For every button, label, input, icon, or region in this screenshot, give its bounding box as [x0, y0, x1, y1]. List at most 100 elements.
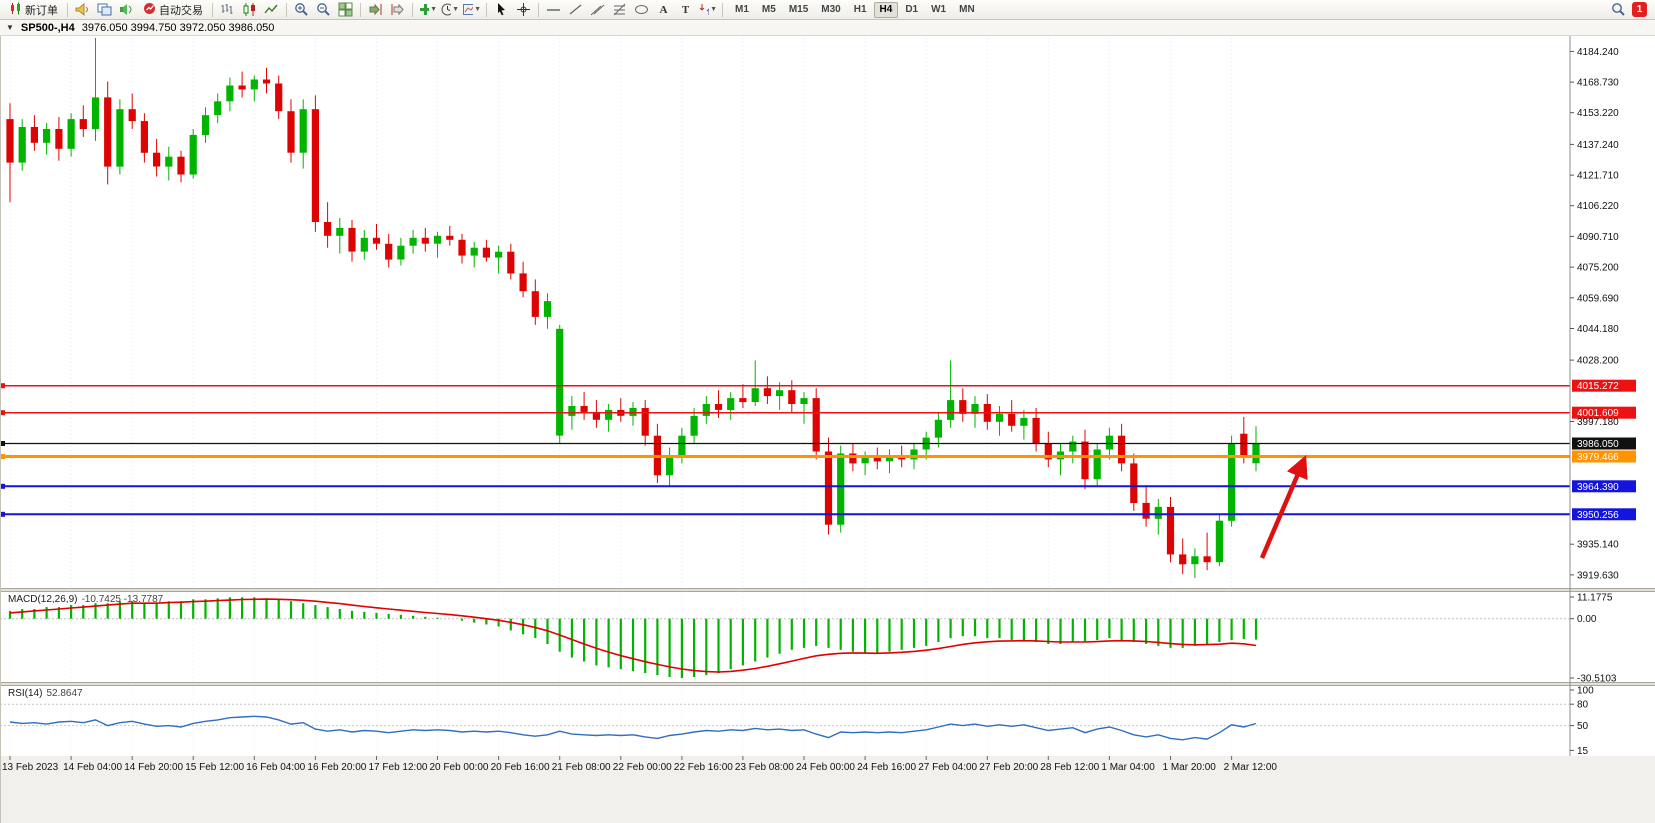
- horizontal-line-tool-icon[interactable]: [543, 0, 564, 20]
- zoom-in-icon[interactable]: [291, 0, 312, 20]
- svg-text:28 Feb 12:00: 28 Feb 12:00: [1040, 762, 1099, 773]
- rsi-line: [9, 715, 1257, 741]
- fibonacci-tool-icon[interactable]: [609, 0, 630, 20]
- sound-icon[interactable]: [116, 0, 137, 20]
- auto-trading-label: 自动交易: [159, 4, 203, 17]
- timeframe-button-mn[interactable]: MN: [953, 2, 981, 18]
- period-clock-icon[interactable]: ▼: [439, 0, 460, 20]
- svg-text:4059.690: 4059.690: [1577, 293, 1619, 304]
- svg-text:0.00: 0.00: [1577, 614, 1597, 625]
- auto-scroll-icon[interactable]: [365, 0, 386, 20]
- svg-text:3919.630: 3919.630: [1577, 570, 1619, 581]
- rsi-name: RSI(14): [8, 688, 43, 699]
- svg-text:15: 15: [1577, 746, 1589, 757]
- svg-text:50: 50: [1577, 721, 1589, 732]
- timeframe-button-d1[interactable]: D1: [899, 2, 924, 18]
- svg-text:4075.200: 4075.200: [1577, 263, 1619, 274]
- timeframe-button-h1[interactable]: H1: [848, 2, 873, 18]
- candlestick-chart-icon[interactable]: [239, 0, 260, 20]
- zoom-out-icon[interactable]: [313, 0, 334, 20]
- line-chart-icon[interactable]: [261, 0, 282, 20]
- rsi-value: 52.8647: [46, 688, 83, 699]
- text-tool-icon[interactable]: T: [681, 3, 690, 16]
- toolbar-separator: [486, 2, 487, 17]
- svg-text:21 Feb 08:00: 21 Feb 08:00: [552, 762, 611, 773]
- rsi-pane: 100 80 50 15: [0, 686, 1594, 757]
- svg-text:13 Feb 2023: 13 Feb 2023: [2, 762, 59, 773]
- chart-ohlc-values: 3976.050 3994.750 3972.050 3986.050: [81, 21, 275, 34]
- crosshair-icon[interactable]: [513, 0, 534, 20]
- svg-text:17 Feb 12:00: 17 Feb 12:00: [369, 762, 428, 773]
- svg-text:4184.240: 4184.240: [1577, 47, 1619, 58]
- price-line-4001.609[interactable]: 4001.609: [0, 406, 1636, 420]
- price-line-3964.390[interactable]: 3964.390: [0, 480, 1636, 493]
- svg-text:4121.710: 4121.710: [1577, 171, 1619, 182]
- chevron-down-icon: ▼: [452, 6, 459, 13]
- new-order-icon: [9, 2, 22, 18]
- price-axis[interactable]: 4184.240 4168.730 4153.220 4137.240 4121.710…: [1569, 36, 1619, 756]
- timeframe-button-w1[interactable]: W1: [925, 2, 952, 18]
- auto-trading-icon: [143, 2, 156, 18]
- svg-text:4106.220: 4106.220: [1577, 201, 1619, 212]
- collapse-triangle-icon[interactable]: ▼: [6, 23, 14, 32]
- arrow-style-tool-icon[interactable]: A: [659, 3, 668, 16]
- price-line-3979.466[interactable]: 3979.466: [0, 450, 1636, 464]
- macd-signal-line: [9, 598, 1257, 673]
- svg-text:1 Mar 04:00: 1 Mar 04:00: [1101, 762, 1155, 773]
- price-chart[interactable]: 13 Feb 2023 14 Feb 04:00 14 Feb 20:00 15 Fe…: [0, 36, 1655, 823]
- trendline-tool-icon[interactable]: [565, 0, 586, 20]
- macd-values: -10.7425 -13.7787: [81, 594, 164, 605]
- main-toolbar: 新订单 自动交易 ▼ ▼ ▼ A T ▼ M1 M5 M15 M30 H1 H4 D1 W1 M…: [0, 0, 1655, 20]
- timeframe-button-m15[interactable]: M15: [783, 2, 814, 18]
- svg-text:4015.272: 4015.272: [1577, 381, 1619, 392]
- timeframe-group: M1 M5 M15 M30 H1 H4 D1 W1 MN: [729, 1, 981, 18]
- svg-text:4044.180: 4044.180: [1577, 324, 1619, 335]
- svg-text:100: 100: [1577, 686, 1594, 697]
- svg-text:27 Feb 04:00: 27 Feb 04:00: [918, 762, 977, 773]
- price-line-3986.050[interactable]: 3986.050: [0, 437, 1636, 451]
- search-icon[interactable]: [1608, 0, 1629, 20]
- chart-symbol-period: SP500-,H4: [20, 21, 75, 34]
- chart-shift-icon[interactable]: [387, 0, 408, 20]
- svg-text:20 Feb 16:00: 20 Feb 16:00: [491, 762, 550, 773]
- add-indicator-icon[interactable]: ▼: [417, 0, 438, 20]
- svg-text:23 Feb 08:00: 23 Feb 08:00: [735, 762, 794, 773]
- macd-name: MACD(12,26,9): [8, 594, 78, 605]
- notification-badge[interactable]: 1: [1632, 2, 1647, 17]
- chart-title-bar: ▼ SP500-,H4 3976.050 3994.750 3972.050 3…: [0, 20, 1655, 36]
- new-order-button[interactable]: 新订单: [4, 1, 63, 19]
- toolbar-separator: [286, 2, 287, 17]
- ellipse-tool-icon[interactable]: [631, 0, 652, 20]
- svg-text:80: 80: [1577, 700, 1589, 711]
- macd-label: MACD(12,26,9) -10.7425 -13.7787: [8, 594, 163, 605]
- chart-windows-icon[interactable]: [94, 0, 115, 20]
- svg-text:14 Feb 04:00: 14 Feb 04:00: [63, 762, 122, 773]
- toolbar-separator: [67, 2, 68, 17]
- svg-text:4028.200: 4028.200: [1577, 356, 1619, 367]
- timeframe-button-h4[interactable]: H4: [873, 1, 899, 18]
- svg-text:2 Mar 12:00: 2 Mar 12:00: [1224, 762, 1278, 773]
- arrows-tool-icon[interactable]: ▼: [697, 0, 718, 20]
- svg-text:4090.710: 4090.710: [1577, 232, 1619, 243]
- svg-text:3935.140: 3935.140: [1577, 540, 1619, 551]
- template-icon[interactable]: ▼: [461, 0, 482, 20]
- timeframe-button-m1[interactable]: M1: [729, 2, 755, 18]
- svg-text:22 Feb 00:00: 22 Feb 00:00: [613, 762, 672, 773]
- svg-text:-30.5103: -30.5103: [1577, 674, 1617, 685]
- timeframe-button-m30[interactable]: M30: [815, 2, 846, 18]
- price-line-3950.256[interactable]: 3950.256: [0, 508, 1636, 521]
- auto-trading-button[interactable]: 自动交易: [138, 1, 208, 19]
- timeframe-button-m5[interactable]: M5: [756, 2, 782, 18]
- channel-tool-icon[interactable]: [587, 0, 608, 20]
- svg-text:1 Mar 20:00: 1 Mar 20:00: [1163, 762, 1217, 773]
- cursor-icon[interactable]: [491, 0, 512, 20]
- chevron-down-icon: ▼: [710, 6, 717, 13]
- tile-windows-icon[interactable]: [335, 0, 356, 20]
- svg-text:11.1775: 11.1775: [1577, 593, 1613, 604]
- macd-pane: 11.1775 0.00 -30.5103: [0, 593, 1617, 685]
- bar-chart-icon[interactable]: [217, 0, 238, 20]
- price-line-4015.272[interactable]: 4015.272: [0, 379, 1636, 393]
- alerts-horn-icon[interactable]: [72, 0, 93, 20]
- annotation-arrow[interactable]: [1259, 455, 1308, 559]
